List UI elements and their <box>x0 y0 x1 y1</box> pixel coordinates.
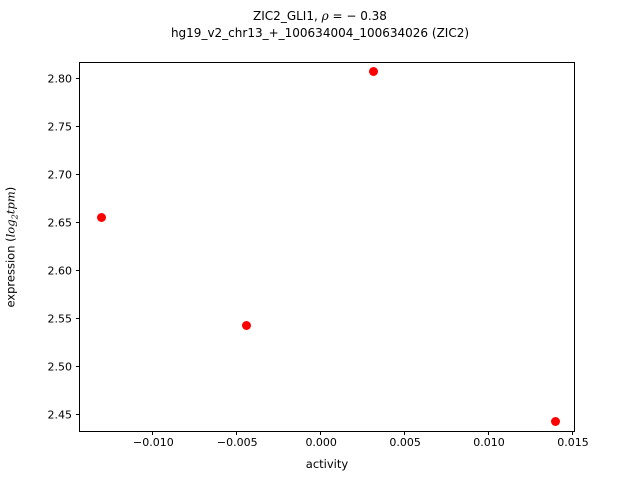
y-axis-tick: 2.60 <box>48 265 80 278</box>
y-axis-tick-label: 2.80 <box>47 72 73 86</box>
y-axis-tick: 2.65 <box>48 217 80 230</box>
plot-axes-frame: 2.45 2.50 2.55 2.60 2.65 2.70 2.75 2.80 −0.010 −0… <box>48 62 589 449</box>
y-axis-tick-label: 2.55 <box>47 312 73 326</box>
scatter-point <box>550 417 560 427</box>
x-axis-tick-label: −0.005 <box>216 436 258 449</box>
x-axis-tick: 0.000 <box>305 431 337 449</box>
y-axis-label-math: log2tpm <box>2 191 20 238</box>
y-axis-tick: 2.70 <box>48 169 80 182</box>
x-axis-tick-label: −0.010 <box>132 436 174 449</box>
x-axis-tick-label: 0.005 <box>389 436 421 449</box>
x-axis-tick-label: 0.010 <box>473 436 505 449</box>
rho-symbol: ρ <box>321 9 329 23</box>
x-axis-tick: −0.005 <box>217 431 258 449</box>
x-axis-tick: 0.015 <box>557 431 589 449</box>
x-axis-label: activity <box>305 457 349 471</box>
x-axis-tick-label: 0.000 <box>305 436 337 449</box>
x-axis-tick: 0.005 <box>389 431 421 449</box>
y-axis-tick-label: 2.60 <box>47 264 73 278</box>
log-subscript: 2 <box>9 213 20 220</box>
y-axis-tick: 2.75 <box>48 121 80 134</box>
log-text: log <box>2 219 17 238</box>
scatter-point <box>369 67 379 77</box>
y-axis-tick-label: 2.45 <box>47 408 73 422</box>
y-axis-tick: 2.80 <box>48 73 80 86</box>
x-axis-tick-label: 0.015 <box>557 436 589 449</box>
chart-title-line-2: hg19_v2_chr13_+_100634004_100634026 (ZIC… <box>170 26 470 40</box>
y-axis-tick: 2.45 <box>48 409 80 422</box>
chart-title-line-1: ZIC2_GLI1, ρ = − 0.38 <box>0 8 640 25</box>
y-axis-tick-label: 2.75 <box>47 120 73 134</box>
scatter-point <box>97 213 107 223</box>
y-axis-tick-label: 2.65 <box>47 216 73 230</box>
plot-data-area <box>80 63 574 431</box>
y-axis-tick-label: 2.70 <box>47 168 73 182</box>
tpm-text: tpm <box>2 191 17 214</box>
scatter-point <box>241 321 251 331</box>
y-axis-tick: 2.50 <box>48 361 80 374</box>
y-axis-label: expression (log2tpm) <box>0 62 22 432</box>
x-axis-tick: 0.010 <box>473 431 505 449</box>
chart-title: ZIC2_GLI1, ρ = − 0.38 hg19_v2_chr13_+_10… <box>0 8 640 42</box>
y-axis-tick: 2.55 <box>48 313 80 326</box>
y-axis-label-prefix: expression ( <box>2 237 17 308</box>
chart-title-gene-pair: ZIC2_GLI1, <box>253 9 322 23</box>
y-axis-label-suffix: ) <box>2 186 17 192</box>
x-axis-tick: −0.010 <box>133 431 174 449</box>
rho-value: = − 0.38 <box>328 9 387 23</box>
y-axis-tick-label: 2.50 <box>47 360 73 374</box>
